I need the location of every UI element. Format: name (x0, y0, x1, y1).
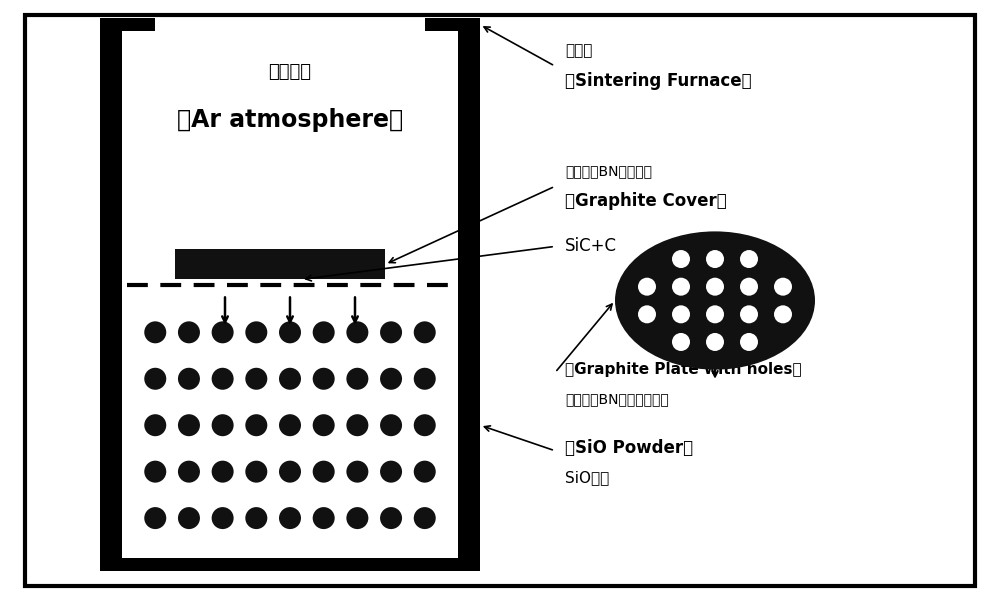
Ellipse shape (706, 333, 724, 351)
Ellipse shape (245, 507, 267, 529)
Ellipse shape (740, 278, 758, 296)
Ellipse shape (212, 414, 234, 436)
Ellipse shape (313, 322, 335, 343)
Ellipse shape (740, 250, 758, 268)
Ellipse shape (144, 414, 166, 436)
Ellipse shape (706, 250, 724, 268)
Ellipse shape (178, 507, 200, 529)
Ellipse shape (774, 278, 792, 296)
Ellipse shape (212, 322, 234, 343)
Bar (122, 18, 458, 558)
Ellipse shape (380, 368, 402, 390)
Text: 烧结炉: 烧结炉 (565, 44, 592, 58)
Ellipse shape (346, 460, 368, 483)
Ellipse shape (144, 368, 166, 390)
Ellipse shape (346, 507, 368, 529)
Text: （Sintering Furnace）: （Sintering Furnace） (565, 72, 752, 90)
Ellipse shape (638, 278, 656, 296)
Ellipse shape (414, 322, 436, 343)
Ellipse shape (245, 414, 267, 436)
Ellipse shape (245, 322, 267, 343)
Ellipse shape (178, 322, 200, 343)
Ellipse shape (414, 414, 436, 436)
Ellipse shape (313, 368, 335, 390)
Ellipse shape (346, 414, 368, 436)
Text: 氩气气氛: 氩气气氛 (268, 63, 312, 81)
Bar (100, 558, 480, 571)
Ellipse shape (245, 368, 267, 390)
Ellipse shape (144, 322, 166, 343)
Ellipse shape (774, 305, 792, 323)
Ellipse shape (740, 305, 758, 323)
Text: （SiO Powder）: （SiO Powder） (565, 439, 693, 457)
Ellipse shape (380, 414, 402, 436)
Ellipse shape (313, 507, 335, 529)
Text: （Ar atmosphere）: （Ar atmosphere） (177, 108, 403, 132)
Ellipse shape (706, 305, 724, 323)
Ellipse shape (414, 368, 436, 390)
Ellipse shape (380, 460, 402, 483)
Ellipse shape (212, 460, 234, 483)
Ellipse shape (212, 507, 234, 529)
Ellipse shape (245, 460, 267, 483)
Ellipse shape (706, 278, 724, 296)
Ellipse shape (144, 460, 166, 483)
Text: SiO粉末: SiO粉末 (565, 471, 609, 485)
Bar (425, 18, 480, 31)
Ellipse shape (178, 368, 200, 390)
Bar (100, 18, 155, 31)
Bar (458, 18, 480, 571)
Ellipse shape (740, 333, 758, 351)
Ellipse shape (279, 368, 301, 390)
Bar (100, 18, 122, 571)
Ellipse shape (313, 414, 335, 436)
Ellipse shape (346, 322, 368, 343)
Ellipse shape (638, 305, 656, 323)
Ellipse shape (672, 305, 690, 323)
Ellipse shape (615, 231, 815, 370)
Ellipse shape (279, 414, 301, 436)
Bar (175, 249, 385, 279)
Ellipse shape (144, 507, 166, 529)
Ellipse shape (279, 322, 301, 343)
Ellipse shape (380, 507, 402, 529)
Ellipse shape (414, 507, 436, 529)
Ellipse shape (279, 507, 301, 529)
Text: SiC+C: SiC+C (565, 237, 617, 255)
Text: 表面涂覆BN的石墨盖: 表面涂覆BN的石墨盖 (565, 164, 652, 178)
Ellipse shape (672, 250, 690, 268)
Ellipse shape (313, 460, 335, 483)
Text: 表面涂覆BN的带孔石墨板: 表面涂覆BN的带孔石墨板 (565, 392, 669, 407)
Ellipse shape (279, 460, 301, 483)
Text: （Graphite Cover）: （Graphite Cover） (565, 192, 727, 210)
Ellipse shape (346, 368, 368, 390)
Ellipse shape (178, 460, 200, 483)
Ellipse shape (672, 333, 690, 351)
Ellipse shape (212, 368, 234, 390)
Ellipse shape (414, 460, 436, 483)
Ellipse shape (672, 278, 690, 296)
Ellipse shape (380, 322, 402, 343)
Ellipse shape (178, 414, 200, 436)
Text: （Graphite Plate with holes）: （Graphite Plate with holes） (565, 362, 802, 377)
